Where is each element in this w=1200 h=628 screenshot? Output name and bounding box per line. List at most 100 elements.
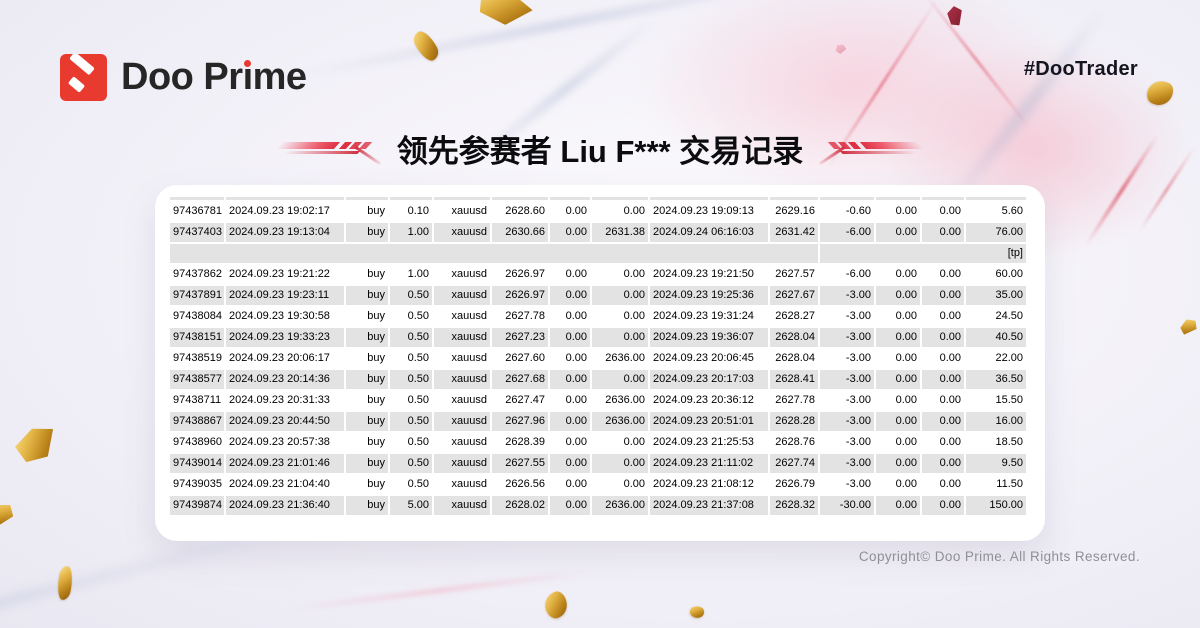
cell-taxes: 0.00 [876, 307, 920, 326]
cell-taxes: 0.00 [876, 265, 920, 284]
cell-type: buy [346, 412, 388, 431]
cell-profit: 22.00 [966, 349, 1026, 368]
confetti-ribbon [11, 420, 63, 467]
cell-commission: -3.00 [820, 286, 874, 305]
cell-symbol: xauusd [434, 202, 490, 221]
cell-close_price: 2626.79 [770, 475, 818, 494]
cell-t_p: 0.00 [592, 328, 648, 347]
cell-ticket: 97439014 [170, 454, 224, 473]
cell-open_time: 2024.09.23 20:44:50 [226, 412, 344, 431]
cell-symbol: xauusd [434, 454, 490, 473]
cell-profit: 11.50 [966, 475, 1026, 494]
cell-close_time: 2024.09.23 19:21:50 [650, 265, 768, 284]
speed-lines-right-icon [819, 137, 925, 165]
cell-open_price: 2627.55 [492, 454, 548, 473]
cell-ticket: 97437403 [170, 223, 224, 242]
cell-close_price: 2627.78 [770, 391, 818, 410]
cell-type: buy [346, 496, 388, 515]
cell-taxes: 0.00 [876, 223, 920, 242]
cell-open_time: 2024.09.23 20:06:17 [226, 349, 344, 368]
bg-diagonal-streak [290, 569, 590, 612]
cell-ticket: 97438084 [170, 307, 224, 326]
logo-slash-icon [69, 54, 95, 76]
cell-open_time: 2024.09.23 20:31:33 [226, 391, 344, 410]
trading-record-card: 97436781 2024.09.23 19:02:17 buy 0.10 xauusd… [155, 185, 1045, 541]
cell-close_price: 2628.04 [770, 328, 818, 347]
cell-open_time: 2024.09.23 19:13:04 [226, 223, 344, 242]
cell-symbol: xauusd [434, 496, 490, 515]
cell-size: 0.50 [390, 328, 432, 347]
cell-size: 0.50 [390, 370, 432, 389]
cell-taxes: 0.00 [876, 454, 920, 473]
cell-size: 0.50 [390, 433, 432, 452]
cell-ticket: 97438711 [170, 391, 224, 410]
cell-s_l: 0.00 [550, 370, 590, 389]
cell-symbol: xauusd [434, 328, 490, 347]
cell-close_price: 2631.42 [770, 223, 818, 242]
cell-open_price: 2630.66 [492, 223, 548, 242]
cell-t_p: 0.00 [592, 475, 648, 494]
cell-swap: 0.00 [922, 223, 964, 242]
page-title: 领先参赛者 Liu F*** 交易记录 [396, 134, 804, 169]
cell-open_time: 2024.09.23 20:57:38 [226, 433, 344, 452]
cell-t_p: 2636.00 [592, 496, 648, 515]
cell-profit: 36.50 [966, 370, 1026, 389]
cell-open_time: 2024.09.23 19:33:23 [226, 328, 344, 347]
cell-open_price: 2628.60 [492, 202, 548, 221]
cell-ticket: 97436781 [170, 202, 224, 221]
doo-prime-logo-icon [60, 54, 107, 101]
cell-symbol: xauusd [434, 307, 490, 326]
cell-close_price: 2627.57 [770, 265, 818, 284]
cell-close_time: 2024.09.23 20:36:12 [650, 391, 768, 410]
cell-close_price: 2628.76 [770, 433, 818, 452]
cell-swap: 0.00 [922, 496, 964, 515]
cell-commission: -0.60 [820, 202, 874, 221]
cell-taxes: 0.00 [876, 349, 920, 368]
cell-s_l: 0.00 [550, 328, 590, 347]
cell-commission: -3.00 [820, 307, 874, 326]
cell-t_p: 0.00 [592, 286, 648, 305]
cell-open_price: 2627.68 [492, 370, 548, 389]
cell-swap: 0.00 [922, 265, 964, 284]
cell-swap: 0.00 [922, 454, 964, 473]
cell-commission: -3.00 [820, 391, 874, 410]
cell-size: 0.50 [390, 412, 432, 431]
table-row: 97436781 2024.09.23 19:02:17 buy 0.10 xauusd… [170, 202, 1026, 221]
cell-symbol: xauusd [434, 286, 490, 305]
cell-open_time: 2024.09.23 19:30:58 [226, 307, 344, 326]
cell-open_price: 2627.23 [492, 328, 548, 347]
cell-type: buy [346, 307, 388, 326]
cell-size: 0.50 [390, 286, 432, 305]
cell-open_time: 2024.09.23 21:04:40 [226, 475, 344, 494]
cell-open_time: 2024.09.23 21:36:40 [226, 496, 344, 515]
confetti-curl [55, 565, 75, 601]
cell-ticket: 97438960 [170, 433, 224, 452]
table-row: 97439874 2024.09.23 21:36:40 buy 5.00 xauusd… [170, 496, 1026, 515]
cell-open_price: 2626.97 [492, 265, 548, 284]
cell-swap: 0.00 [922, 391, 964, 410]
cell-close_price: 2628.32 [770, 496, 818, 515]
confetti-curl [541, 589, 571, 621]
cell-ticket: 97438151 [170, 328, 224, 347]
confetti-ribbon [0, 499, 18, 532]
cell-type: buy [346, 391, 388, 410]
brand-logo: Doo Prıme [60, 54, 307, 101]
cell-s_l: 0.00 [550, 223, 590, 242]
cell-close_price: 2627.67 [770, 286, 818, 305]
cell-size: 5.00 [390, 496, 432, 515]
cell-close_time: 2024.09.23 21:11:02 [650, 454, 768, 473]
cell-swap: 0.00 [922, 433, 964, 452]
cell-s_l: 0.00 [550, 475, 590, 494]
bg-diagonal-streak [284, 0, 836, 83]
cell-s_l: 0.00 [550, 286, 590, 305]
cell-s_l: 0.00 [550, 265, 590, 284]
cell-t_p: 0.00 [592, 370, 648, 389]
table-row: 97437862 2024.09.23 19:21:22 buy 1.00 xauusd… [170, 265, 1026, 284]
cell-size: 0.10 [390, 202, 432, 221]
cell-swap: 0.00 [922, 412, 964, 431]
cell-commission: -3.00 [820, 433, 874, 452]
cell-ticket: 97437862 [170, 265, 224, 284]
cell-ticket: 97438867 [170, 412, 224, 431]
cell-symbol: xauusd [434, 391, 490, 410]
table-row: 97438519 2024.09.23 20:06:17 buy 0.50 xauusd… [170, 349, 1026, 368]
